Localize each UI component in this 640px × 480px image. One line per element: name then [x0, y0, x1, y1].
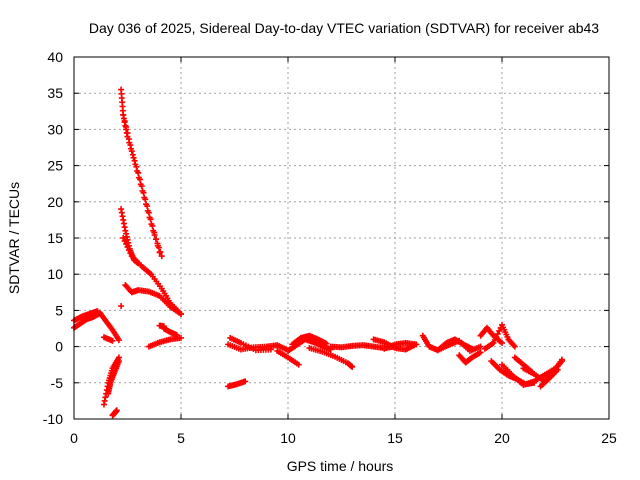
data-point	[493, 333, 500, 340]
data-point	[554, 366, 561, 373]
data-point	[178, 311, 184, 318]
data-point	[477, 343, 484, 350]
data-point	[295, 361, 302, 368]
data-point	[124, 244, 131, 251]
data-point	[494, 330, 501, 337]
data-point	[150, 227, 157, 234]
data-point	[120, 235, 127, 241]
data-point	[121, 117, 128, 124]
data-point	[135, 174, 142, 181]
data-point	[125, 136, 132, 143]
data-point	[120, 111, 127, 118]
data-point	[158, 253, 165, 260]
y-axis-label: SDTVAR / TECUs	[6, 182, 22, 294]
y-tick-label: 5	[55, 302, 63, 318]
data-point	[154, 240, 161, 247]
x-tick-label: 5	[177, 430, 185, 446]
data-point	[323, 340, 330, 347]
y-tick-label: 25	[47, 158, 63, 174]
y-tick-label: -10	[43, 411, 63, 427]
data-point	[123, 241, 130, 248]
x-axis-label: GPS time / hours	[287, 458, 394, 474]
data-point	[124, 130, 131, 137]
y-tick-label: -5	[51, 375, 64, 391]
data-point	[511, 343, 518, 350]
data-point	[499, 339, 505, 346]
data-point	[146, 214, 153, 221]
data-point	[267, 346, 274, 353]
data-point	[528, 368, 535, 375]
data-points	[71, 86, 565, 419]
y-tick-label: 30	[47, 121, 63, 137]
x-tick-label: 10	[280, 430, 296, 446]
data-point	[121, 238, 128, 245]
data-point	[127, 250, 134, 257]
data-point	[151, 231, 158, 238]
y-tick-label: 10	[47, 266, 63, 282]
data-point	[139, 187, 146, 194]
data-point	[144, 207, 151, 214]
data-point	[134, 168, 141, 175]
data-point	[113, 407, 120, 414]
data-point	[160, 323, 167, 330]
data-point	[143, 201, 150, 208]
data-point	[123, 123, 130, 130]
x-tick-label: 0	[70, 430, 78, 446]
y-tick-label: 15	[47, 230, 63, 246]
x-tick-label: 25	[601, 430, 617, 446]
data-point	[115, 337, 122, 344]
chart-title: Day 036 of 2025, Sidereal Day-to-day VTE…	[89, 20, 599, 36]
data-point	[125, 247, 132, 254]
y-tick-label: 35	[47, 85, 63, 101]
data-point	[155, 244, 162, 251]
y-tick-label: 0	[55, 339, 63, 355]
data-point	[128, 148, 135, 155]
data-point	[157, 248, 164, 255]
data-point	[490, 339, 497, 346]
data-point	[153, 236, 160, 243]
axis-ticks: 0 5 10 15 20 25 -10 -5 0 5 10 15 20 25 30 35 40	[43, 49, 617, 446]
data-point	[130, 154, 137, 161]
data-point	[148, 221, 155, 228]
y-tick-label: 20	[47, 194, 63, 210]
data-point	[496, 327, 503, 334]
data-point	[141, 194, 148, 201]
data-point	[413, 341, 420, 348]
x-tick-label: 15	[387, 430, 403, 446]
data-point	[109, 337, 116, 344]
data-point	[242, 378, 249, 385]
data-point	[477, 349, 484, 356]
data-point	[127, 142, 134, 149]
y-tick-label: 40	[47, 49, 63, 65]
data-point	[132, 161, 139, 168]
grid-lines	[74, 57, 609, 419]
data-point	[178, 334, 184, 341]
data-point	[349, 363, 356, 370]
data-point	[558, 356, 565, 363]
data-point	[137, 181, 144, 188]
data-point	[173, 332, 180, 339]
data-point	[491, 336, 498, 343]
data-point	[118, 303, 125, 310]
data-point	[115, 358, 122, 365]
x-tick-label: 20	[494, 430, 510, 446]
